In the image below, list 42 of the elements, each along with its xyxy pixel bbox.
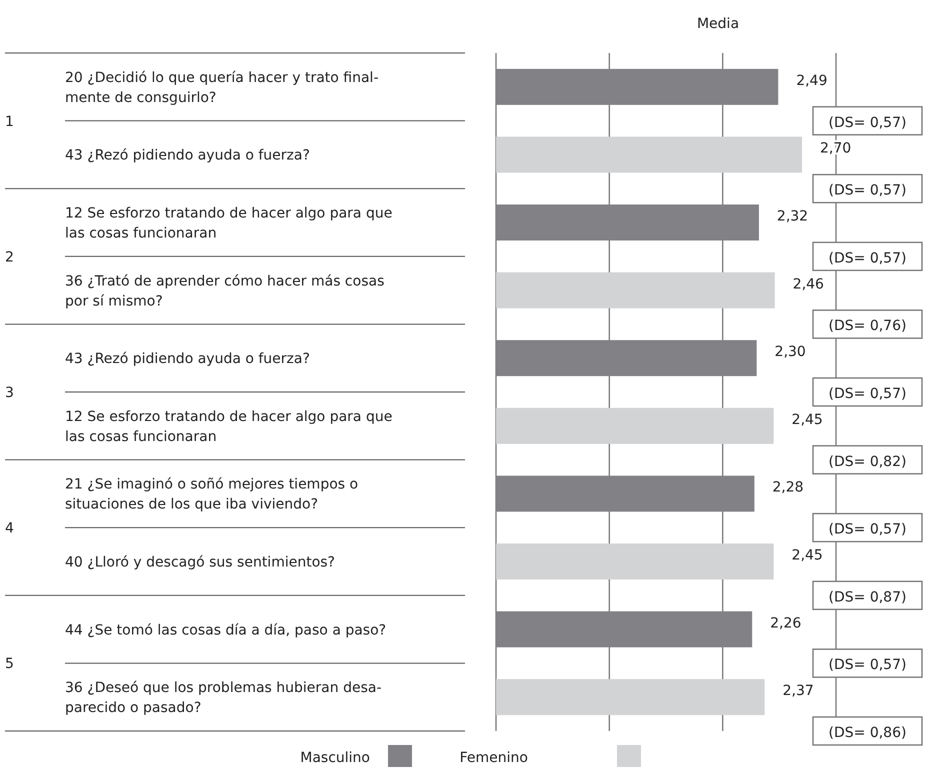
y-tick-label: 20 ¿Decidió lo que quería hacer y trato final- mente de consguirlo? <box>65 70 378 106</box>
data-label: 2,32 <box>776 208 808 224</box>
data-label: 2,46 <box>792 276 824 292</box>
y-tick-label: 36 ¿Deseó que los problemas hubieran desa- parecido o pasado? <box>65 680 382 716</box>
y-tick-label: 43 ¿Rezó pidiendo ayuda o fuerza? <box>65 351 310 368</box>
text: 4 <box>5 520 14 537</box>
bar <box>496 544 774 580</box>
text: 3 <box>5 385 14 401</box>
annotation: (DS= 0,57) <box>828 114 906 131</box>
y-tick-label: 36 ¿Trató de aprender cómo hacer más cosas por sí mismo? <box>65 273 384 310</box>
annotation: (DS= 0,86) <box>828 725 906 741</box>
text: 5 <box>5 656 14 672</box>
annotation: (DS= 0,57) <box>828 657 906 674</box>
data-label: 2,37 <box>782 683 814 700</box>
data-label: 2,49 <box>796 72 828 89</box>
legend-label: Masculino <box>300 750 370 766</box>
y-tick-label: 40 ¿Lloró y descagó sus sentimientos? <box>65 554 335 570</box>
annotation: (DS= 0,57) <box>828 386 906 402</box>
bar <box>496 272 775 308</box>
text: 1 <box>5 114 14 130</box>
data-label: 2,28 <box>772 480 804 496</box>
text: Femenino <box>460 750 528 766</box>
y-tick-label: 12 Se esforzo tratando de hacer algo para que las cosas funcionaran <box>65 408 392 445</box>
annotation: (DS= 0,57) <box>828 182 906 199</box>
text: 2 <box>5 249 14 266</box>
chart-title: Media <box>696 16 740 32</box>
annotation: (DS= 0,57) <box>828 250 906 266</box>
y-tick-label: 44 ¿Se tomó las cosas día a día, paso a paso? <box>65 622 386 638</box>
y-tick-label: 12 Se esforzo tratando de hacer algo para que las cosas funcionaran <box>65 206 392 242</box>
data-label: 2,45 <box>792 412 823 428</box>
bar <box>496 408 774 444</box>
data-label: 2,26 <box>770 615 802 632</box>
annotation: (DS= 0,76) <box>828 318 906 334</box>
y-tick-label: 43 ¿Rezó pidiendo ayuda o fuerza? <box>65 148 310 164</box>
annotation: (DS= 0,87) <box>828 589 906 606</box>
bar <box>496 679 765 716</box>
data-label: 2,30 <box>774 344 806 360</box>
y-tick-label: 21 ¿Se imaginó o soñó mejores tiempos o situaciones de los que iba viviendo? <box>65 476 358 513</box>
data-label: 2,45 <box>792 548 823 564</box>
annotation: (DS= 0,82) <box>828 454 906 470</box>
annotation: (DS= 0,57) <box>828 522 906 538</box>
bar <box>496 136 802 173</box>
